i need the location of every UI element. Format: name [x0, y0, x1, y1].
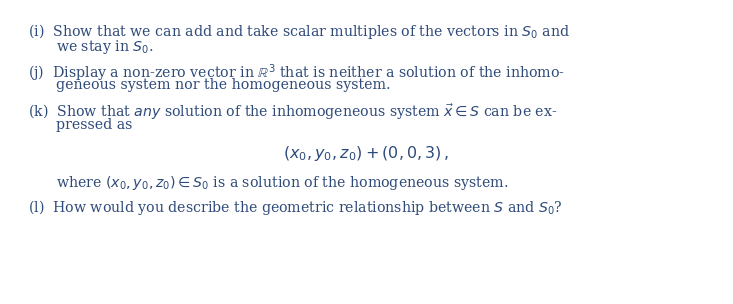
Text: where $(x_0, y_0, z_0) \in S_0$ is a solution of the homogeneous system.: where $(x_0, y_0, z_0) \in S_0$ is a sol… — [56, 174, 508, 192]
Text: (l)  How would you describe the geometric relationship between $S$ and $S_0$?: (l) How would you describe the geometric… — [28, 198, 563, 217]
Text: geneous system nor the homogeneous system.: geneous system nor the homogeneous syste… — [56, 78, 391, 92]
Text: (i)  Show that we can add and take scalar multiples of the vectors in $S_0$ and: (i) Show that we can add and take scalar… — [28, 22, 570, 41]
Text: $(x_0, y_0, z_0) + (0, 0, 3)\,,$: $(x_0, y_0, z_0) + (0, 0, 3)\,,$ — [283, 144, 449, 163]
Text: (j)  Display a non-zero vector in $\mathbb{R}^3$ that is neither a solution of t: (j) Display a non-zero vector in $\mathb… — [28, 62, 565, 84]
Text: (k)  Show that $\mathit{any}$ solution of the inhomogeneous system $\vec{x} \in : (k) Show that $\mathit{any}$ solution of… — [28, 102, 557, 122]
Text: we stay in $S_0$.: we stay in $S_0$. — [56, 38, 154, 56]
Text: pressed as: pressed as — [56, 118, 133, 132]
